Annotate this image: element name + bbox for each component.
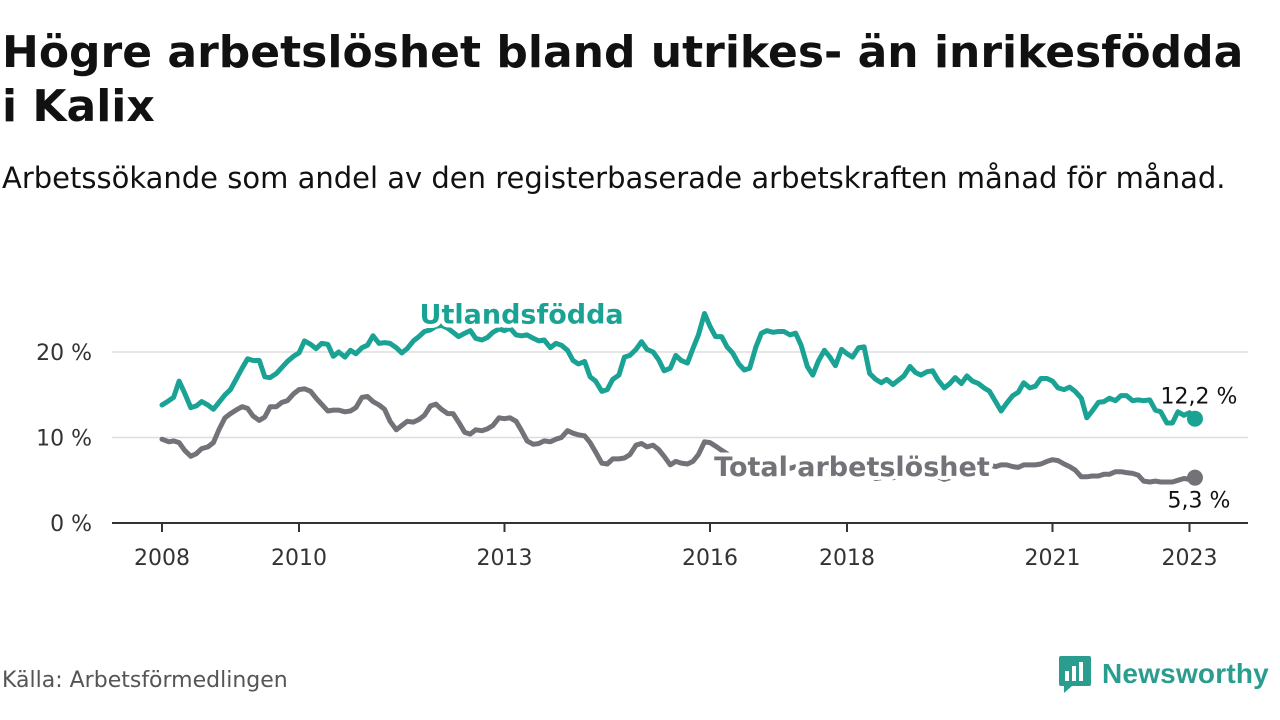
line-chart: 0 % 10 % 20 % 2008 2010 2013 2016 2018 2021 2023…: [36, 295, 1248, 571]
chart-subtitle: Arbetssökande som andel av den registerb…: [2, 161, 1226, 195]
y-tick-label: 20 %: [36, 341, 92, 366]
series-endpoint-total-arbetsl-shet: [1186, 469, 1203, 486]
end-value-label-total-arbetsl-shet: 5,3 %: [1168, 489, 1231, 514]
x-tick-label: 2018: [819, 546, 875, 571]
series-labels: Utlandsfödda 12,2 % Total arbetslöshet 5,3 …: [416, 295, 1241, 516]
x-tick-label: 2021: [1025, 546, 1081, 571]
x-tick-label: 2008: [134, 546, 190, 571]
y-axis-ticks: 0 % 10 % 20 %: [36, 341, 92, 537]
source-note: Källa: Arbetsförmedlingen: [2, 668, 288, 693]
series-line-total-arbetsl-shet: [159, 386, 1198, 485]
brand-name: Newsworthy: [1102, 658, 1269, 689]
x-tick-label: 2023: [1162, 546, 1218, 571]
y-tick-label: 10 %: [36, 427, 92, 452]
x-tick-label: 2013: [477, 546, 533, 571]
series-endpoint-utlandsf-dda: [1186, 410, 1203, 427]
y-tick-label: 0 %: [50, 512, 92, 537]
x-tick-label: 2010: [271, 546, 327, 571]
series-line-utlandsf-dda: [159, 311, 1198, 426]
series-label-utlandsf-dda: Utlandsfödda: [420, 299, 624, 330]
x-tick-label: 2016: [682, 546, 738, 571]
newsworthy-logo-icon: [1059, 656, 1091, 693]
series-label-total-arbetsl-shet: Total arbetslöshet: [714, 452, 990, 483]
chart-title: Högre arbetslöshet bland utrikes- än inr…: [2, 27, 1244, 132]
x-axis: 2008 2010 2013 2016 2018 2021 2023: [112, 522, 1248, 571]
series-lines: [159, 311, 1203, 486]
brand-logo[interactable]: Newsworthy: [1058, 652, 1269, 696]
end-value-label-utlandsf-dda: 12,2 %: [1161, 385, 1238, 410]
